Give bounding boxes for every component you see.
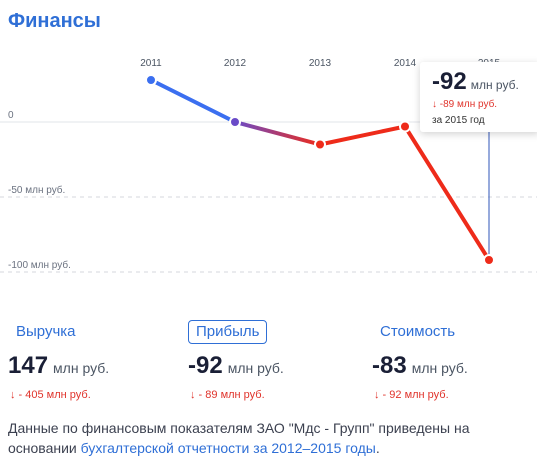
data-source-note: Данные по финансовым показателям ЗАО "Мд… bbox=[8, 418, 478, 458]
profit-line-chart: 0 -50 млн руб. -100 млн руб. 2011 2012 2013 2… bbox=[0, 58, 537, 273]
tab-revenue[interactable]: Выручка bbox=[16, 323, 76, 340]
data-point[interactable] bbox=[399, 120, 411, 133]
footer-end: . bbox=[375, 440, 380, 456]
tooltip-period: за 2015 год bbox=[432, 115, 485, 126]
metric-value: 147 bbox=[8, 352, 49, 379]
y-tick-label: -100 млн руб. bbox=[8, 259, 71, 271]
metric-unit: млн руб. bbox=[227, 360, 284, 376]
section-title: Финансы bbox=[8, 10, 101, 32]
tooltip-value: -92 bbox=[432, 68, 467, 95]
metric-value: -83 bbox=[372, 352, 407, 379]
metric-change: ↓ - 89 млн руб. bbox=[190, 389, 265, 401]
metric-change: ↓ - 92 млн руб. bbox=[374, 389, 449, 401]
accounting-report-link[interactable]: бухгалтерской отчетности за 2012–2015 го… bbox=[80, 440, 376, 456]
data-point[interactable] bbox=[229, 116, 241, 128]
metric-profit: Прибыль -92 млн руб. ↓ - 89 млн руб. bbox=[188, 320, 284, 401]
x-tick-label: 2011 bbox=[140, 58, 162, 69]
metric-value: -92 bbox=[188, 352, 223, 379]
series-line-segment bbox=[318, 124, 407, 147]
chart-tooltip: -92 млн руб. ↓ -89 млн руб. за 2015 год bbox=[420, 62, 537, 132]
metric-unit: млн руб. bbox=[53, 360, 110, 376]
x-tick-label: 2012 bbox=[224, 58, 247, 69]
data-point[interactable] bbox=[483, 254, 495, 266]
y-tick-label: -50 млн руб. bbox=[8, 184, 65, 196]
metric-revenue: Выручка 147 млн руб. ↓ - 405 млн руб. bbox=[8, 320, 109, 401]
tab-profit[interactable]: Прибыль bbox=[188, 320, 268, 344]
metric-value-cost: Стоимость -83 млн руб. ↓ - 92 млн руб. bbox=[372, 320, 468, 401]
tab-cost[interactable]: Стоимость bbox=[380, 323, 456, 340]
footer-text: Данные по финансовым показателям ЗАО "Мд… bbox=[8, 420, 470, 456]
x-tick-label: 2013 bbox=[309, 58, 332, 69]
series-line-segment bbox=[233, 120, 322, 147]
data-point[interactable] bbox=[314, 138, 326, 151]
series-line-segment bbox=[403, 124, 491, 262]
tooltip-change: ↓ -89 млн руб. bbox=[432, 99, 498, 110]
y-tick-label: 0 bbox=[8, 110, 14, 121]
metric-change: ↓ - 405 млн руб. bbox=[10, 389, 91, 401]
metric-unit: млн руб. bbox=[411, 360, 468, 376]
series-line-segment bbox=[149, 78, 237, 124]
data-point[interactable] bbox=[145, 74, 157, 86]
tooltip-unit: млн руб. bbox=[470, 78, 519, 92]
x-tick-label: 2014 bbox=[394, 58, 417, 69]
